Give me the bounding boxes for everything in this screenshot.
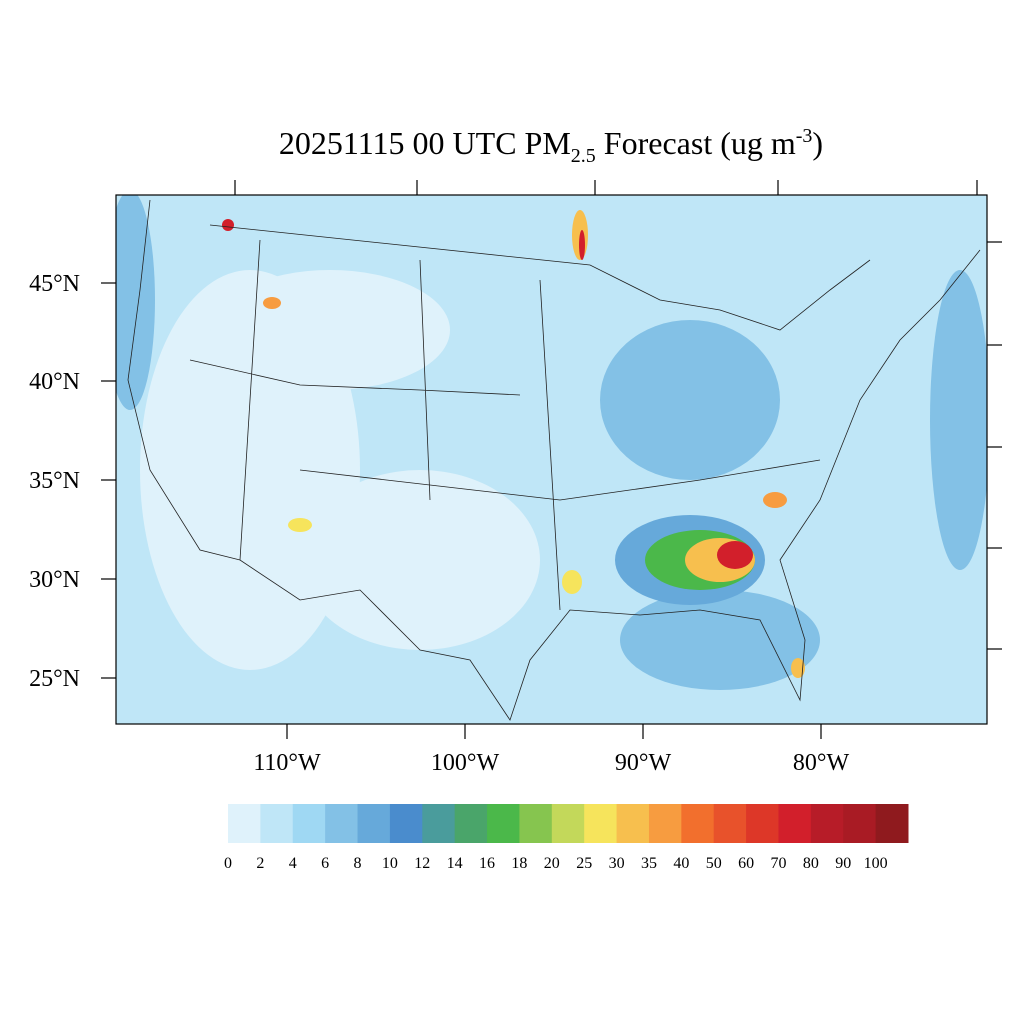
- colorbar-box: [843, 804, 877, 843]
- lon-label: 110°W: [253, 750, 321, 776]
- state-lines: [189, 239, 821, 611]
- colorbar-box: [389, 804, 423, 843]
- colorbar-label: 0: [224, 855, 232, 872]
- title-close: ): [812, 125, 823, 161]
- lat-label: 35°N: [29, 468, 80, 494]
- field-high: [717, 541, 753, 569]
- colorbar-box: [228, 804, 261, 843]
- colorbar-box: [810, 804, 844, 843]
- colorbar-label: 16: [479, 855, 495, 872]
- colorbar-label: 2: [256, 855, 264, 872]
- lon-label: 80°W: [793, 750, 850, 776]
- colorbar-box: [325, 804, 359, 843]
- colorbar-box: [875, 804, 909, 843]
- lat-label: 30°N: [29, 567, 80, 593]
- colorbar-label: 50: [706, 855, 722, 872]
- title-superscript: -3: [796, 125, 813, 147]
- colorbar-box: [551, 804, 585, 843]
- colorbar-box: [648, 804, 682, 843]
- colorbar-label: 8: [354, 855, 362, 872]
- colorbar-box: [292, 804, 326, 843]
- field-low: [210, 270, 450, 390]
- colorbar-box: [487, 804, 520, 843]
- title-rest: Forecast (ug m: [596, 125, 796, 161]
- colorbar-box: [746, 804, 779, 843]
- border: [209, 224, 871, 331]
- colorbar-box: [713, 804, 747, 843]
- field-mid: [600, 320, 780, 480]
- colorbar-label: 10: [382, 855, 398, 872]
- field-high: [579, 230, 585, 260]
- title-main: 20251115 00 UTC PM: [279, 125, 571, 161]
- colorbar-label: 35: [641, 855, 657, 872]
- colorbar-box: [681, 804, 715, 843]
- lon-label: 100°W: [431, 750, 500, 776]
- field-low: [300, 470, 540, 650]
- title: 20251115 00 UTC PM2.5 Forecast (ug m-3): [279, 125, 823, 167]
- colorbar-box: [357, 804, 391, 843]
- colorbar-label: 25: [576, 855, 592, 872]
- colorbar-box: [519, 804, 553, 843]
- map-frame: [115, 194, 988, 725]
- colorbar-box: [422, 804, 456, 843]
- colorbar-box: [778, 804, 812, 843]
- colorbar-label: 20: [544, 855, 560, 872]
- colorbar-label: 70: [770, 855, 786, 872]
- map-field: [116, 195, 987, 724]
- field-high: [222, 219, 234, 231]
- field-mid: [116, 195, 155, 410]
- colorbar-label: 60: [738, 855, 754, 872]
- frame-ticks: [101, 180, 1002, 739]
- field-high: [288, 518, 312, 532]
- colorbar-label: 80: [803, 855, 819, 872]
- title-subscript: 2.5: [571, 145, 596, 167]
- lat-label: 40°N: [29, 369, 80, 395]
- coastline: [127, 199, 981, 721]
- colorbar-box: [454, 804, 488, 843]
- colorbar-label: 6: [321, 855, 329, 872]
- field-high: [263, 297, 281, 309]
- colorbar-label: 12: [414, 855, 430, 872]
- colorbar-label: 14: [447, 855, 463, 872]
- lon-label: 90°W: [615, 750, 672, 776]
- field-high: [763, 492, 787, 508]
- field-high: [791, 658, 805, 678]
- field-mid: [620, 590, 820, 690]
- lat-label: 25°N: [29, 666, 80, 692]
- colorbar-box: [616, 804, 650, 843]
- colorbar-box: [260, 804, 294, 843]
- colorbar-label: 100: [864, 855, 888, 872]
- colorbar-label: 40: [673, 855, 689, 872]
- colorbar-box: [584, 804, 618, 843]
- colorbar-label: 30: [609, 855, 625, 872]
- field-high: [562, 570, 582, 594]
- colorbar-label: 18: [511, 855, 527, 872]
- field-mid: [930, 270, 987, 570]
- lat-label: 45°N: [29, 271, 80, 297]
- colorbar-label: 90: [835, 855, 851, 872]
- colorbar-label: 4: [289, 855, 297, 872]
